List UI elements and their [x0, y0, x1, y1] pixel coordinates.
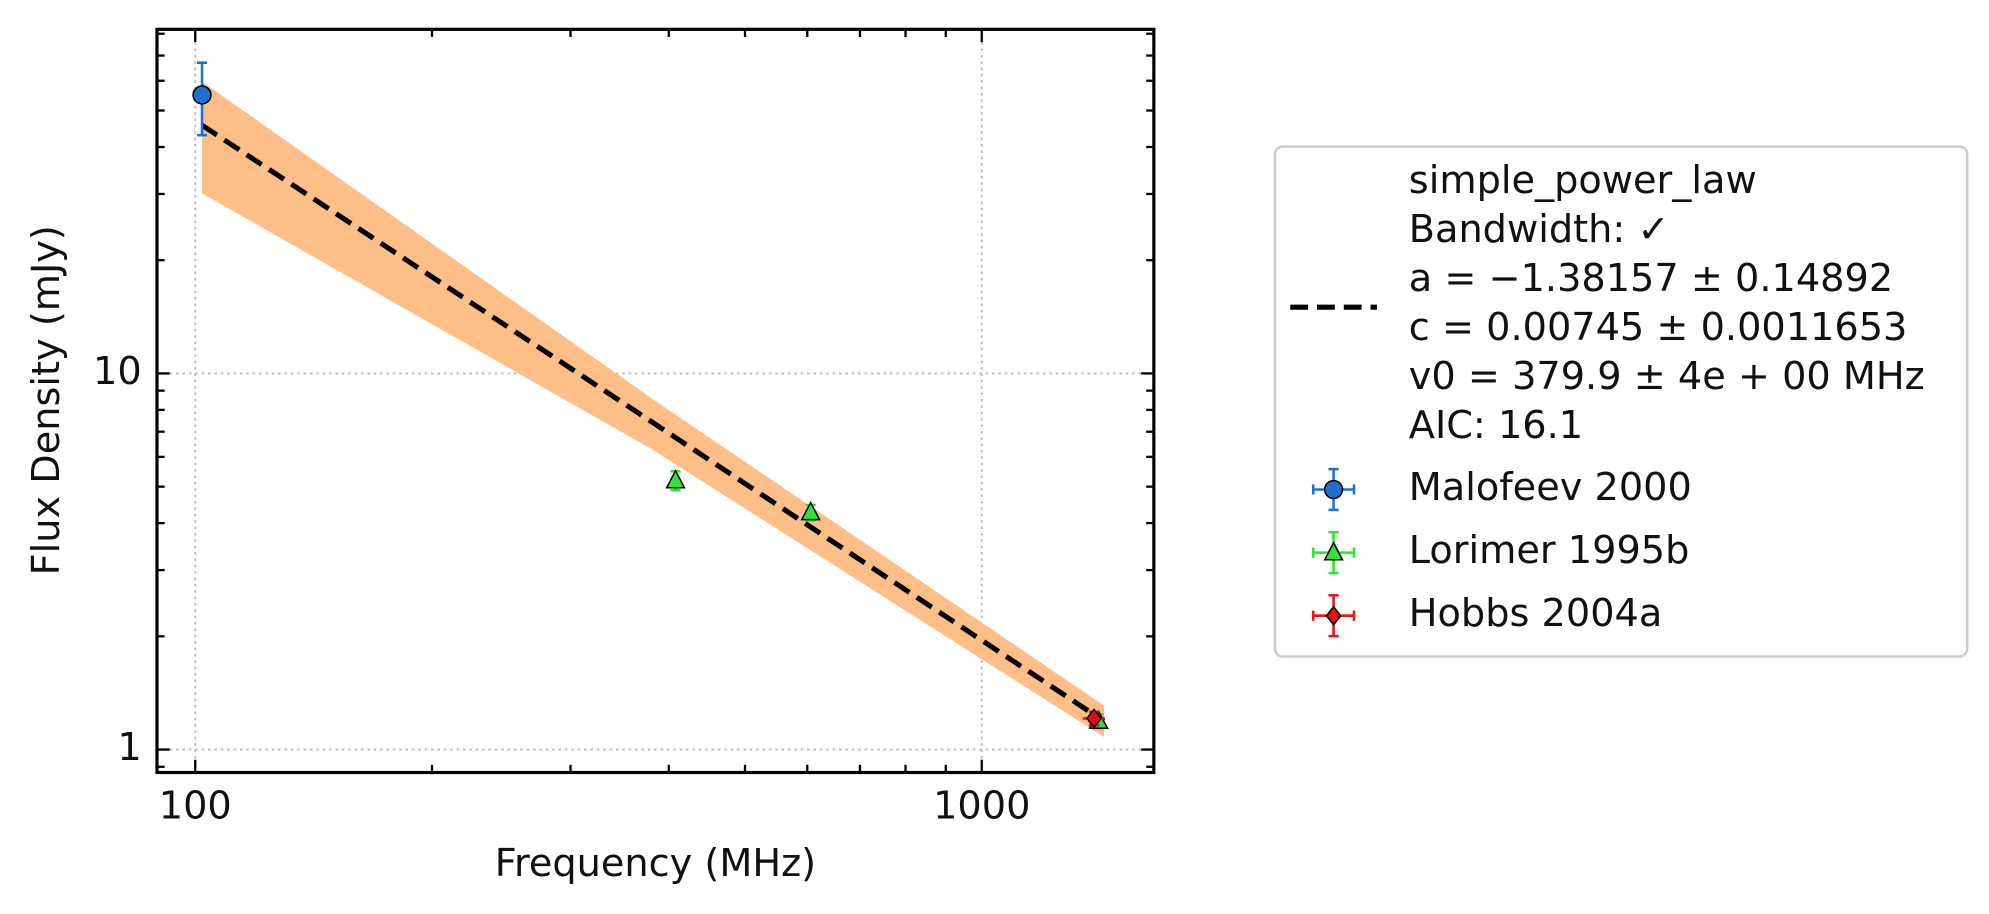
legend-marker	[1325, 605, 1342, 626]
legend-marker	[1323, 541, 1344, 561]
legend-label: v0 = 379.9 ± 4e + 00 MHz	[1409, 355, 1925, 399]
x-axis-label: Frequency (MHz)	[495, 842, 816, 886]
marker	[665, 469, 686, 489]
legend-box	[1273, 145, 1969, 658]
fit-line	[200, 123, 1106, 724]
legend-label: Hobbs 2004a	[1409, 592, 1663, 636]
y-tick-label: 10	[93, 350, 142, 394]
legend-label: Lorimer 1995b	[1409, 529, 1690, 573]
legend-label: a = −1.38157 ± 0.14892	[1409, 257, 1893, 301]
legend-label: simple_power_law	[1409, 159, 1757, 203]
legend-label: c = 0.00745 ± 0.0011653	[1409, 306, 1908, 350]
legend-label: AIC: 16.1	[1409, 404, 1583, 448]
y-tick-label: 1	[117, 726, 141, 770]
legend-marker	[1323, 479, 1344, 500]
marker	[1085, 708, 1103, 729]
x-tick-label: 1000	[933, 785, 1030, 829]
marker	[800, 500, 821, 521]
legend-label: Malofeev 2000	[1409, 466, 1692, 510]
x-tick-label: 100	[159, 785, 232, 829]
legend-label: Bandwidth: ✓	[1409, 208, 1670, 252]
marker	[192, 85, 212, 105]
plot-frame	[155, 27, 1156, 775]
y-axis-label: Flux Density (mJy)	[25, 225, 69, 575]
